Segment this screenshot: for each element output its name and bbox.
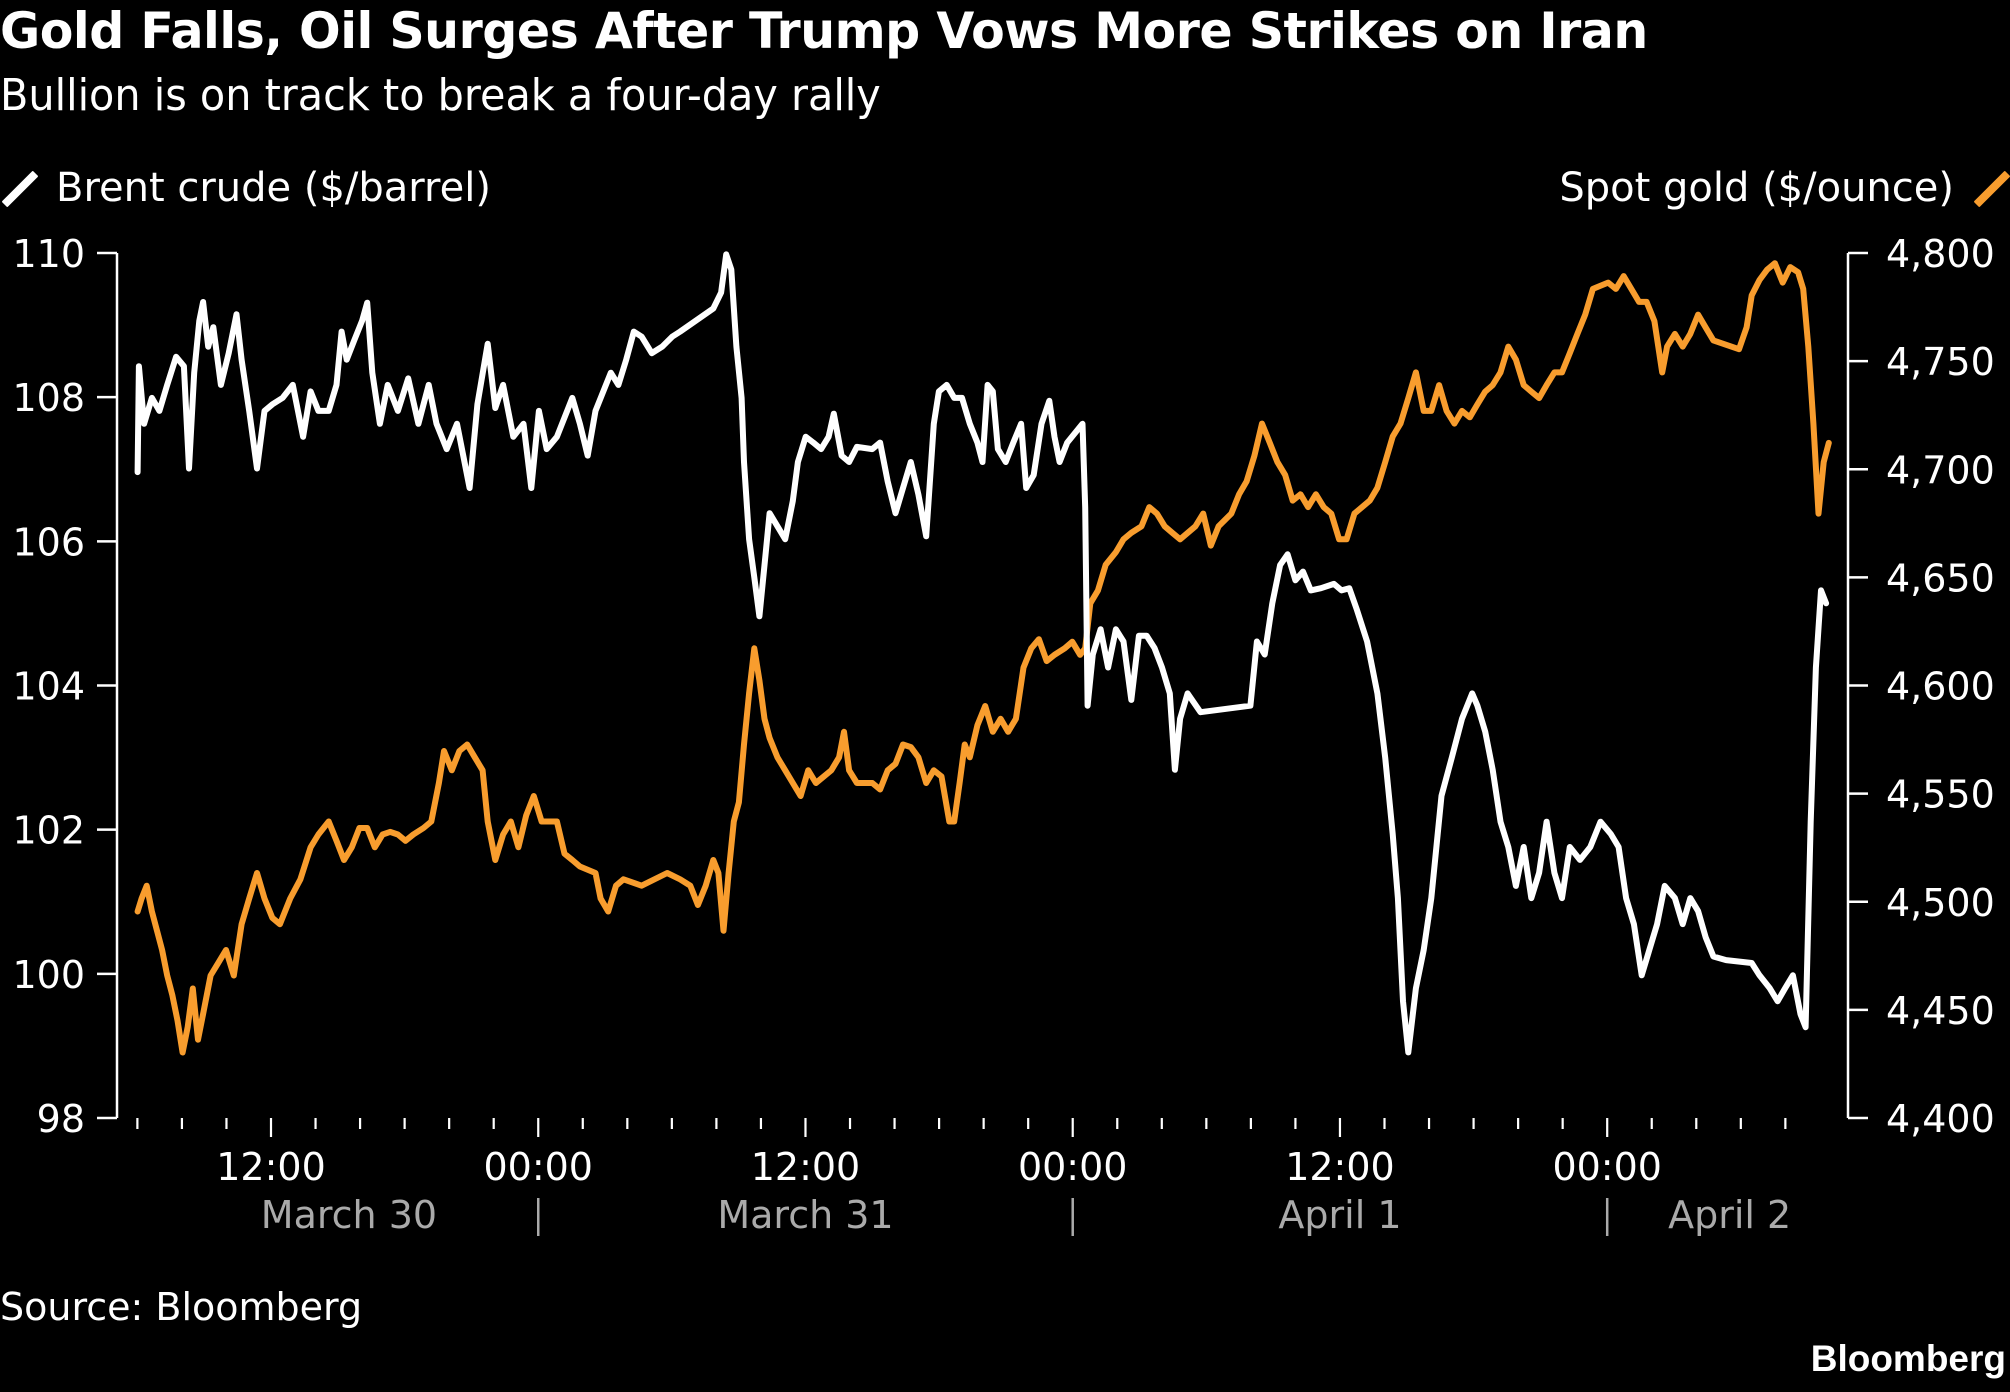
chart-title: Gold Falls, Oil Surges After Trump Vows … xyxy=(0,2,1648,60)
axes: 98 100 102 104 106 108 110 4,400 4,450 4,500 4,550… xyxy=(12,232,1994,1237)
x-axis-tick-label: 12:00 xyxy=(751,1145,861,1189)
left-axis-tick-label: 108 xyxy=(12,376,85,420)
right-axis-tick-label: 4,500 xyxy=(1886,881,1995,925)
right-axis-tick-label: 4,400 xyxy=(1886,1097,1995,1141)
left-axis-tick-label: 104 xyxy=(12,665,85,709)
right-axis-tick-label: 4,750 xyxy=(1886,340,1995,384)
spot-gold-line xyxy=(134,260,1832,1056)
right-axis-tick-label: 4,700 xyxy=(1886,448,1995,492)
x-axis-tick-label: 12:00 xyxy=(1285,1145,1395,1189)
brent-crude-line xyxy=(134,251,1830,1056)
right-axis-tick-label: 4,550 xyxy=(1886,773,1995,817)
right-axis-tick-label: 4,650 xyxy=(1886,556,1995,600)
x-axis-date-label: April 1 xyxy=(1278,1193,1401,1237)
x-axis-tick-label: 00:00 xyxy=(1018,1145,1128,1189)
right-axis-tick-label: 4,800 xyxy=(1886,232,1995,276)
legend-item-gold: Spot gold ($/ounce) xyxy=(1559,165,2010,211)
legend-label-gold: Spot gold ($/ounce) xyxy=(1559,165,1954,211)
x-axis-date-label: April 2 xyxy=(1668,1193,1791,1237)
right-axis-tick-label: 4,600 xyxy=(1886,665,1995,709)
legend-label-brent: Brent crude ($/barrel) xyxy=(56,165,491,211)
bloomberg-logo: Bloomberg xyxy=(1810,1338,2006,1379)
x-axis-date-label: March 30 xyxy=(261,1193,437,1237)
left-axis-tick-label: 98 xyxy=(37,1097,85,1141)
chart-subtitle: Bullion is on track to break a four-day … xyxy=(0,70,881,121)
x-axis-tick-label: 00:00 xyxy=(1552,1145,1662,1189)
legend-item-brent: Brent crude ($/barrel) xyxy=(0,165,491,211)
source-note: Source: Bloomberg xyxy=(0,1285,363,1329)
x-axis-tick-label: 00:00 xyxy=(483,1145,593,1189)
left-axis-tick-label: 102 xyxy=(12,809,85,853)
right-axis-tick-label: 4,450 xyxy=(1886,989,1995,1033)
series-lines xyxy=(134,251,1832,1056)
x-axis-tick-label: 12:00 xyxy=(216,1145,326,1189)
left-axis-tick-label: 110 xyxy=(12,232,85,276)
left-axis-tick-label: 106 xyxy=(12,520,85,564)
left-axis-tick-label: 100 xyxy=(12,953,85,997)
x-axis-date-label: March 31 xyxy=(717,1193,893,1237)
